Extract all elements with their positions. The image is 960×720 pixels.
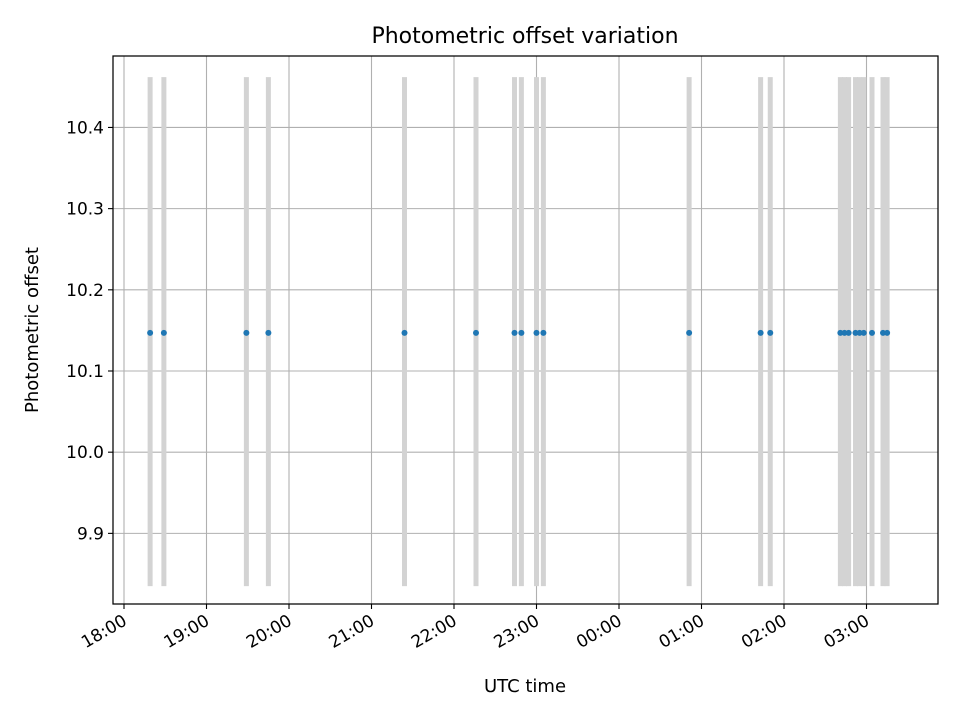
data-point xyxy=(518,329,525,336)
x-tick-label: 03:00 xyxy=(821,611,873,653)
data-point xyxy=(473,329,479,336)
x-tick-label: 19:00 xyxy=(161,611,213,653)
grid-lines xyxy=(113,56,938,604)
y-tick-label: 10.2 xyxy=(66,281,104,301)
y-axis-label: Photometric offset xyxy=(22,247,43,413)
data-points xyxy=(147,329,891,336)
y-tick-label: 10.0 xyxy=(66,443,104,463)
data-point xyxy=(757,329,764,336)
x-tick-label: 00:00 xyxy=(573,611,625,653)
data-point xyxy=(880,329,886,336)
data-point xyxy=(856,329,863,336)
y-tick-label: 10.1 xyxy=(66,362,104,382)
observation-bands xyxy=(147,77,890,587)
data-point xyxy=(533,329,540,336)
y-tick-label: 10.3 xyxy=(66,200,104,220)
data-point xyxy=(884,329,891,336)
y-axis-ticks: 9.9 10.0 10.1 10.2 10.3 10.4 xyxy=(66,118,113,544)
data-point xyxy=(401,329,408,336)
data-point xyxy=(767,329,774,336)
x-tick-label: 21:00 xyxy=(326,611,378,653)
x-axis-label: UTC time xyxy=(484,676,566,697)
x-tick-label: 22:00 xyxy=(408,611,460,653)
data-point xyxy=(869,329,875,336)
data-point xyxy=(160,329,167,336)
data-point xyxy=(243,329,250,336)
x-tick-label: 20:00 xyxy=(243,611,295,653)
x-axis-ticks: 18:00 19:00 20:00 21:00 22:00 23:00 00:00 01:00… xyxy=(78,604,873,653)
x-tick-label: 18:00 xyxy=(78,611,130,653)
data-point xyxy=(686,329,693,336)
data-point xyxy=(540,329,547,336)
data-point xyxy=(845,329,852,336)
x-tick-label: 02:00 xyxy=(738,611,790,653)
chart-title: Photometric offset variation xyxy=(371,24,678,49)
data-point xyxy=(852,329,859,336)
data-point xyxy=(147,329,154,336)
y-tick-label: 9.9 xyxy=(77,524,104,544)
data-point xyxy=(841,329,848,336)
x-tick-label: 23:00 xyxy=(491,611,543,653)
data-point xyxy=(511,329,518,336)
y-tick-label: 10.4 xyxy=(66,118,104,138)
data-point xyxy=(860,329,867,336)
data-point xyxy=(265,329,272,336)
x-tick-label: 01:00 xyxy=(656,611,708,653)
plot-frame xyxy=(112,55,939,605)
data-point xyxy=(837,329,844,336)
